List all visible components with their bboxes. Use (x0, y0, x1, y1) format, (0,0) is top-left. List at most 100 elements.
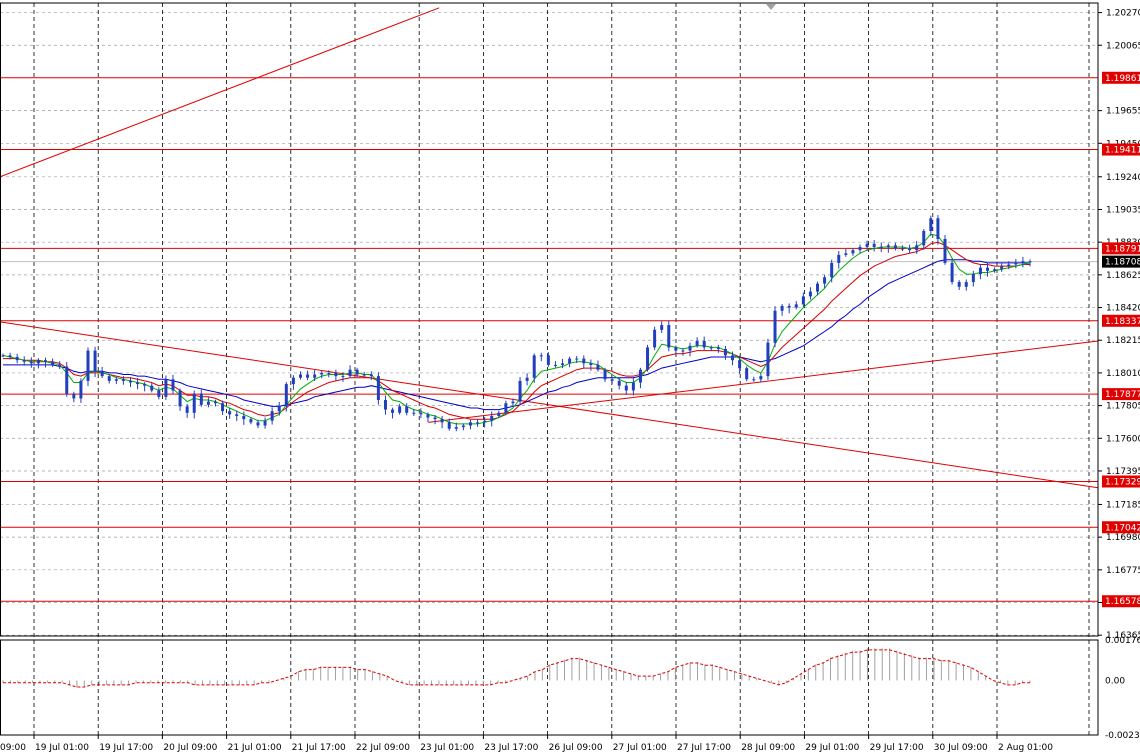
candle-body (738, 360, 742, 369)
level-price-tag[interactable] (1102, 314, 1140, 327)
time-axis[interactable]: 09:00 19 Jul 01:00 19 Jul 17:00 20 Jul 09:0… (0, 735, 1053, 753)
level-price-tag[interactable] (1102, 475, 1140, 488)
level-price-label: 1.18791 (1105, 244, 1140, 254)
y-tick-label: 1.20065 (1106, 41, 1140, 51)
candle-body (596, 364, 600, 370)
chart-frame (0, 2, 1099, 736)
x-tick-label: 21 Jul 17:00 (292, 743, 346, 753)
candle-body (688, 345, 692, 351)
candle-body (681, 350, 685, 352)
ma-fast-line (2, 233, 1031, 425)
candle-body (780, 305, 784, 311)
level-price-tag[interactable] (1102, 521, 1140, 534)
candle-body (369, 374, 373, 377)
candle-body (617, 380, 621, 386)
candle-body (454, 427, 458, 429)
trend-line[interactable] (428, 340, 1099, 423)
candle-body (334, 372, 338, 377)
candle-body (15, 356, 19, 361)
candle-body (631, 382, 635, 391)
x-tick-label: 23 Jul 01:00 (420, 743, 474, 753)
candle-body (957, 282, 961, 287)
level-price-tag[interactable] (1102, 71, 1140, 84)
candle-body (936, 218, 940, 239)
candle-body (320, 372, 324, 375)
candle-body (270, 411, 274, 421)
level-price-label: 1.18337 (1105, 317, 1140, 327)
candle-body (114, 379, 118, 381)
x-tick-label: 20 Jul 09:00 (163, 743, 217, 753)
level-price-tag[interactable] (1102, 242, 1140, 255)
moving-averages (2, 233, 1031, 425)
candle-body (136, 382, 140, 385)
candle-body (249, 419, 253, 423)
candle-body (313, 374, 317, 378)
candle-body (128, 380, 132, 383)
candle-body (610, 379, 614, 381)
candle-body (58, 364, 62, 367)
level-price-tag[interactable] (1102, 388, 1140, 401)
candle-body (646, 347, 650, 370)
candle-body (546, 355, 550, 365)
trend-lines[interactable] (0, 7, 1099, 489)
candle-body (72, 393, 76, 399)
price-axis[interactable]: 1.202701.200651.196551.194501.192401.190… (1098, 9, 1140, 741)
candle-body (993, 269, 997, 271)
candle-body (341, 376, 345, 378)
candle-body (950, 262, 954, 283)
candle-body (405, 406, 409, 413)
candle-body (277, 406, 281, 412)
candle-body (29, 361, 33, 364)
candle-body (716, 347, 720, 349)
candle-body (65, 366, 69, 394)
candle-body (213, 401, 217, 404)
candle-body (511, 401, 515, 404)
candle-body (851, 250, 855, 254)
level-price-tag[interactable] (1102, 143, 1140, 156)
candle-body (419, 412, 423, 415)
horizontal-levels[interactable] (0, 77, 1098, 602)
osc-tick-label: 0.00176 (1105, 636, 1140, 646)
candle-body (1007, 264, 1011, 267)
x-tick-label: 21 Jul 01:00 (228, 743, 282, 753)
oscillator-pane-border (0, 639, 1099, 736)
candle-body (298, 374, 302, 378)
candle-body (695, 341, 699, 346)
level-price-tag[interactable] (1102, 595, 1140, 608)
candle-body (773, 310, 777, 343)
candle-body (355, 369, 359, 375)
trend-line[interactable] (0, 321, 1099, 489)
candle-body (964, 282, 968, 287)
candle-body (483, 420, 487, 423)
y-tick-label: 1.16775 (1106, 566, 1140, 576)
candle-body (93, 350, 97, 372)
candle-body (504, 403, 508, 413)
candle-body (263, 420, 267, 426)
osc-tick-label: -0.00237 (1105, 731, 1140, 741)
candle-body (603, 369, 607, 380)
candle-body (284, 384, 288, 407)
candle-body (858, 246, 862, 251)
candle-body (582, 358, 586, 364)
candle-body (327, 372, 331, 374)
candle-body (221, 403, 225, 412)
trend-line[interactable] (0, 7, 440, 178)
y-tick-label: 1.16980 (1106, 533, 1140, 543)
candle-body (922, 231, 926, 246)
candle-body (929, 218, 933, 232)
x-tick-label: 19 Jul 17:00 (99, 743, 153, 753)
candle-body (1000, 266, 1004, 270)
candle-body (150, 385, 154, 391)
candle-body (702, 341, 706, 348)
candle-body (206, 401, 210, 405)
candle-body (235, 414, 239, 416)
candle-body (476, 422, 480, 424)
x-tick-label: 26 Jul 09:00 (549, 743, 603, 753)
candle-body (816, 283, 820, 292)
candle-body (971, 274, 975, 283)
y-tick-label: 1.16365 (1106, 631, 1140, 641)
y-tick-label: 1.17600 (1106, 434, 1140, 444)
candle-body (461, 425, 465, 428)
x-tick-label: 23 Jul 17:00 (484, 743, 538, 753)
